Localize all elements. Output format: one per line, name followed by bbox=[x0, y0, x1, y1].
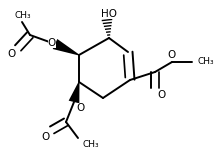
Text: O: O bbox=[48, 38, 56, 48]
Text: CH₃: CH₃ bbox=[197, 58, 214, 67]
Text: O: O bbox=[76, 103, 84, 113]
Text: CH₃: CH₃ bbox=[15, 11, 31, 20]
Text: O: O bbox=[167, 50, 175, 60]
Text: O: O bbox=[8, 49, 16, 59]
Text: O: O bbox=[42, 132, 50, 142]
Polygon shape bbox=[53, 39, 79, 55]
Polygon shape bbox=[69, 82, 80, 103]
Text: HO: HO bbox=[101, 9, 117, 19]
Text: O: O bbox=[157, 90, 165, 100]
Text: CH₃: CH₃ bbox=[82, 140, 99, 149]
